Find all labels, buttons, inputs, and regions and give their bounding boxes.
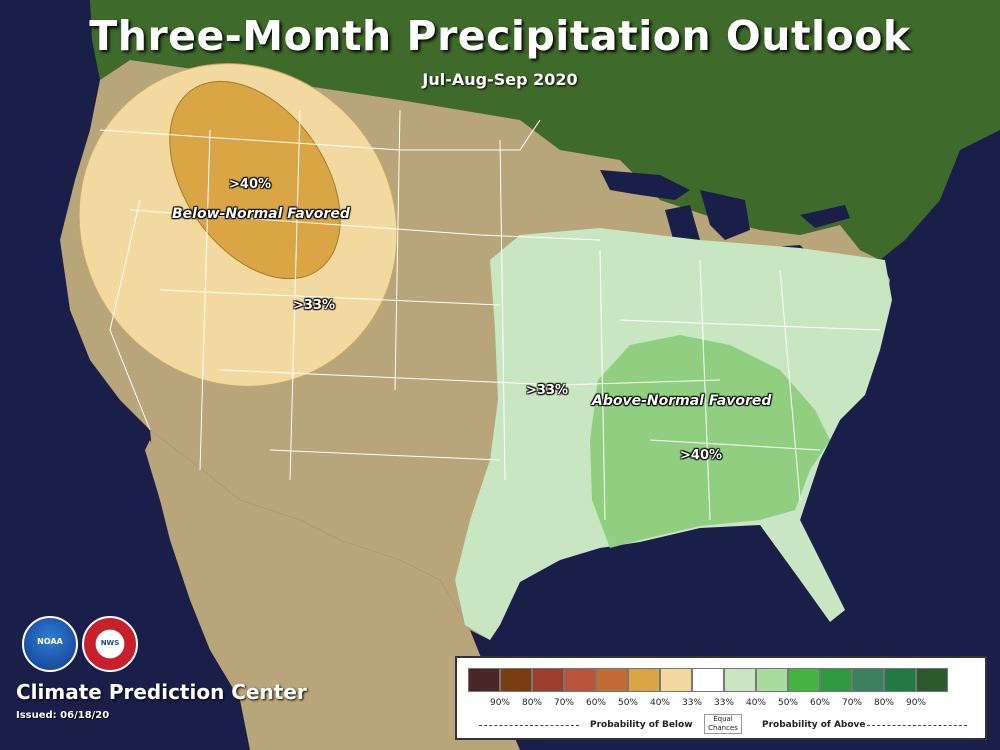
equal-chances-label: Equal Chances bbox=[704, 714, 742, 734]
legend-swatch-2 bbox=[532, 668, 564, 692]
canada-land bbox=[90, 0, 1000, 260]
below-33-label: >33% bbox=[293, 298, 336, 313]
state-borders bbox=[99, 109, 881, 521]
legend-tick-10: 60% bbox=[809, 698, 830, 708]
legend-tick-1: 80% bbox=[521, 698, 542, 708]
above-33-label: >33% bbox=[526, 383, 569, 398]
legend-ticks: 90% 80% 70% 60% 50% 40% 33% 33% 40% 50% 60% 70% 80% 9… bbox=[484, 698, 932, 708]
legend-swatch-9 bbox=[756, 668, 788, 692]
legend-swatches bbox=[468, 668, 948, 692]
above-normal-label: Above-Normal Favored bbox=[592, 393, 772, 409]
legend-swatch-11 bbox=[820, 668, 852, 692]
legend-swatch-10 bbox=[788, 668, 820, 692]
above-40-label: >40% bbox=[680, 448, 723, 463]
legend-swatch-5 bbox=[628, 668, 660, 692]
legend-swatch-0 bbox=[468, 668, 500, 692]
legend-tick-11: 70% bbox=[841, 698, 862, 708]
legend-swatch-4 bbox=[596, 668, 628, 692]
above-normal-40-zone bbox=[590, 335, 830, 548]
legend-tick-7: 33% bbox=[713, 698, 734, 708]
legend-tick-0: 90% bbox=[489, 698, 510, 708]
noaa-logo: NOAA bbox=[22, 616, 78, 672]
page-subtitle: Jul-Aug-Sep 2020 bbox=[422, 70, 578, 89]
prob-below-label: Probability of Below bbox=[590, 720, 693, 730]
great-lakes bbox=[600, 170, 850, 270]
legend-swatch-7 bbox=[692, 668, 724, 692]
legend-swatch-1 bbox=[500, 668, 532, 692]
legend-swatch-12 bbox=[852, 668, 884, 692]
legend-tick-12: 80% bbox=[873, 698, 894, 708]
legend-swatch-6 bbox=[660, 668, 692, 692]
legend-swatch-13 bbox=[884, 668, 916, 692]
noaa-logo-text: NOAA bbox=[37, 637, 63, 646]
legend-tick-13: 90% bbox=[905, 698, 926, 708]
above-arrow-line bbox=[867, 725, 967, 726]
below-normal-40-zone bbox=[169, 80, 341, 280]
below-arrow-line bbox=[479, 725, 579, 726]
legend-tick-2: 70% bbox=[553, 698, 574, 708]
equal-line2: Chances bbox=[708, 724, 738, 732]
legend-swatch-8 bbox=[724, 668, 756, 692]
below-normal-label: Below-Normal Favored bbox=[172, 206, 350, 222]
legend-tick-9: 50% bbox=[777, 698, 798, 708]
nws-logo-text: NWS bbox=[100, 639, 120, 647]
center-name: Climate Prediction Center bbox=[16, 680, 307, 704]
legend-tick-3: 60% bbox=[585, 698, 606, 708]
prob-above-label: Probability of Above bbox=[762, 720, 866, 730]
legend-swatch-3 bbox=[564, 668, 596, 692]
page-title: Three-Month Precipitation Outlook bbox=[89, 12, 911, 60]
legend-swatch-14 bbox=[916, 668, 948, 692]
issued-date: Issued: 06/18/20 bbox=[16, 710, 110, 721]
below-40-label: >40% bbox=[229, 177, 272, 192]
legend-tick-8: 40% bbox=[745, 698, 766, 708]
legend-tick-6: 33% bbox=[681, 698, 702, 708]
equal-line1: Equal bbox=[713, 715, 733, 723]
probability-legend: 90% 80% 70% 60% 50% 40% 33% 33% 40% 50% 60% 70% 80% 9… bbox=[455, 656, 987, 740]
nws-logo: NWS bbox=[82, 616, 138, 672]
legend-tick-5: 40% bbox=[649, 698, 670, 708]
baja-land bbox=[145, 440, 245, 670]
legend-tick-4: 50% bbox=[617, 698, 638, 708]
